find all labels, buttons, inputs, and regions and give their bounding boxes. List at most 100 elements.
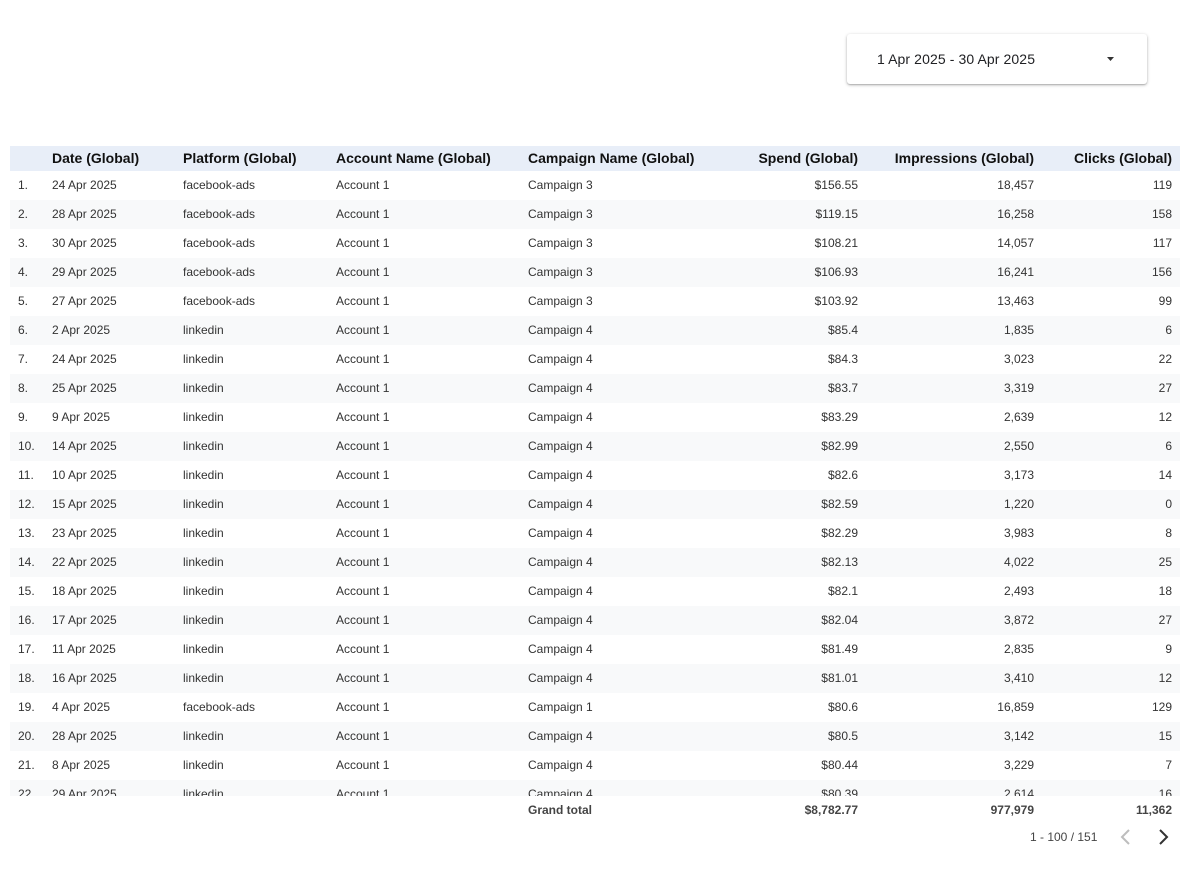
cell-spend: $82.6 <box>827 468 858 482</box>
table-row[interactable]: 15. 18 Apr 2025 linkedin Account 1 Campaign … <box>10 577 1180 606</box>
column-header-clicks[interactable]: Clicks (Global) <box>1073 150 1172 166</box>
table-row[interactable]: 7. 24 Apr 2025 linkedin Account 1 Campaign 4… <box>10 345 1180 374</box>
cell-date: 28 Apr 2025 <box>52 207 117 221</box>
table-row[interactable]: 1. 24 Apr 2025 facebook-ads Account 1 Campai… <box>10 171 1180 200</box>
cell-impressions: 3,229 <box>1003 758 1034 772</box>
cell-campaign: Campaign 4 <box>528 497 593 511</box>
cell-clicks: 18 <box>1158 584 1172 598</box>
chevron-left-icon[interactable] <box>1115 826 1137 848</box>
column-header-campaign[interactable]: Campaign Name (Global) <box>528 150 695 166</box>
cell-impressions: 2,550 <box>1003 439 1034 453</box>
cell-campaign: Campaign 4 <box>528 671 593 685</box>
row-index: 1. <box>18 178 29 192</box>
cell-campaign: Campaign 4 <box>528 526 593 540</box>
chevron-right-icon[interactable] <box>1152 826 1174 848</box>
cell-spend: $84.3 <box>827 352 858 366</box>
cell-spend: $82.29 <box>821 526 858 540</box>
column-header-spend[interactable]: Spend (Global) <box>758 150 858 166</box>
cell-account: Account 1 <box>336 584 390 598</box>
cell-campaign: Campaign 4 <box>528 584 593 598</box>
table-row[interactable]: 17. 11 Apr 2025 linkedin Account 1 Campaign … <box>10 635 1180 664</box>
cell-impressions: 3,023 <box>1003 352 1034 366</box>
cell-platform: linkedin <box>183 584 224 598</box>
cell-campaign: Campaign 4 <box>528 439 593 453</box>
cell-platform: facebook-ads <box>183 207 256 221</box>
cell-platform: linkedin <box>183 555 224 569</box>
row-index: 5. <box>18 294 29 308</box>
column-header-impressions[interactable]: Impressions (Global) <box>894 150 1034 166</box>
cell-platform: linkedin <box>183 758 224 772</box>
cell-impressions: 16,859 <box>997 700 1034 714</box>
table-row[interactable]: 4. 29 Apr 2025 facebook-ads Account 1 Campai… <box>10 258 1180 287</box>
cell-campaign: Campaign 4 <box>528 642 593 656</box>
cell-account: Account 1 <box>336 439 390 453</box>
cell-clicks: 99 <box>1158 294 1172 308</box>
cell-clicks: 117 <box>1152 236 1172 250</box>
cell-date: 2 Apr 2025 <box>52 323 111 337</box>
cell-impressions: 3,142 <box>1003 729 1034 743</box>
column-header-platform[interactable]: Platform (Global) <box>183 150 297 166</box>
cell-clicks: 158 <box>1151 207 1172 221</box>
row-index: 19. <box>18 700 35 714</box>
cell-clicks: 15 <box>1158 729 1172 743</box>
cell-date: 16 Apr 2025 <box>52 671 117 685</box>
row-index: 16. <box>18 613 35 627</box>
cell-impressions: 3,173 <box>1003 468 1034 482</box>
table-row[interactable]: 11. 10 Apr 2025 linkedin Account 1 Campaign … <box>10 461 1180 490</box>
table-row[interactable]: 20. 28 Apr 2025 linkedin Account 1 Campaign … <box>10 722 1180 751</box>
cell-spend: $82.13 <box>821 555 858 569</box>
cell-spend: $106.93 <box>814 265 858 279</box>
row-index: 8. <box>18 381 29 395</box>
table-row[interactable]: 21. 8 Apr 2025 linkedin Account 1 Campaign 4… <box>10 751 1180 780</box>
table-row[interactable]: 12. 15 Apr 2025 linkedin Account 1 Campaign … <box>10 490 1180 519</box>
row-index: 18. <box>18 671 35 685</box>
date-range-label: 1 Apr 2025 - 30 Apr 2025 <box>877 51 1036 67</box>
cell-spend: $103.92 <box>814 294 858 308</box>
table-row[interactable]: 5. 27 Apr 2025 facebook-ads Account 1 Campai… <box>10 287 1180 316</box>
cell-platform: linkedin <box>183 787 224 796</box>
cell-campaign: Campaign 3 <box>528 178 593 192</box>
cell-platform: linkedin <box>183 410 224 424</box>
cell-platform: linkedin <box>183 729 224 743</box>
cell-impressions: 13,463 <box>997 294 1034 308</box>
table-row[interactable]: 3. 30 Apr 2025 facebook-ads Account 1 Campai… <box>10 229 1180 258</box>
cell-account: Account 1 <box>336 236 390 250</box>
table-row[interactable]: 10. 14 Apr 2025 linkedin Account 1 Campaign … <box>10 432 1180 461</box>
column-header-date[interactable]: Date (Global) <box>52 150 140 166</box>
cell-campaign: Campaign 3 <box>528 236 593 250</box>
table-row[interactable]: 16. 17 Apr 2025 linkedin Account 1 Campaign … <box>10 606 1180 635</box>
table-row[interactable]: 13. 23 Apr 2025 linkedin Account 1 Campaign … <box>10 519 1180 548</box>
table-row[interactable]: 2. 28 Apr 2025 facebook-ads Account 1 Campai… <box>10 200 1180 229</box>
cell-platform: facebook-ads <box>183 700 256 714</box>
cell-clicks: 27 <box>1158 613 1172 627</box>
cell-clicks: 16 <box>1158 787 1172 796</box>
cell-clicks: 0 <box>1165 497 1172 511</box>
row-index: 10. <box>18 439 35 453</box>
cell-date: 29 Apr 2025 <box>52 265 117 279</box>
cell-date: 10 Apr 2025 <box>52 468 117 482</box>
cell-date: 24 Apr 2025 <box>52 178 117 192</box>
cell-campaign: Campaign 4 <box>528 352 593 366</box>
cell-impressions: 16,241 <box>997 265 1034 279</box>
grand-total-spend: $8,782.77 <box>804 803 858 817</box>
date-range-picker[interactable]: 1 Apr 2025 - 30 Apr 2025 <box>847 34 1147 84</box>
cell-clicks: 8 <box>1165 526 1172 540</box>
cell-date: 9 Apr 2025 <box>52 410 111 424</box>
table-row[interactable]: 14. 22 Apr 2025 linkedin Account 1 Campaign … <box>10 548 1180 577</box>
cell-spend: $82.59 <box>821 497 858 511</box>
table-row[interactable]: 9. 9 Apr 2025 linkedin Account 1 Campaign 4 $… <box>10 403 1180 432</box>
table-row[interactable]: 19. 4 Apr 2025 facebook-ads Account 1 Campai… <box>10 693 1180 722</box>
table-row[interactable]: 8. 25 Apr 2025 linkedin Account 1 Campaign 4… <box>10 374 1180 403</box>
cell-campaign: Campaign 3 <box>528 265 593 279</box>
table-row[interactable]: 22. 29 Apr 2025 linkedin Account 1 Campaign … <box>10 780 1180 796</box>
cell-platform: facebook-ads <box>183 236 256 250</box>
grand-total-label: Grand total <box>528 803 593 817</box>
table-row[interactable]: 6. 2 Apr 2025 linkedin Account 1 Campaign 4 $… <box>10 316 1180 345</box>
column-header-account[interactable]: Account Name (Global) <box>336 150 491 166</box>
cell-account: Account 1 <box>336 207 390 221</box>
table-row[interactable]: 18. 16 Apr 2025 linkedin Account 1 Campaign … <box>10 664 1180 693</box>
cell-platform: facebook-ads <box>183 265 256 279</box>
row-index: 12. <box>18 497 35 511</box>
cell-campaign: Campaign 1 <box>528 700 593 714</box>
cell-account: Account 1 <box>336 265 390 279</box>
